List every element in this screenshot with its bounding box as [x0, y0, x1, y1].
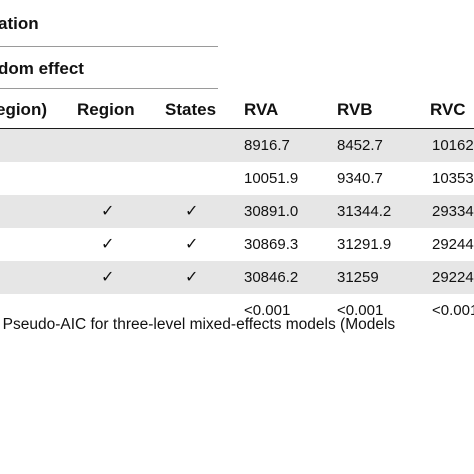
- col-header-states: States: [165, 100, 217, 119]
- cell-rvc: 29244: [432, 236, 474, 253]
- cell-rvc: 10162: [432, 137, 474, 154]
- cell-rva: 30869.3: [244, 236, 299, 253]
- subgroup-title: dom effect: [0, 59, 84, 78]
- cell-rvb: <0.001: [337, 302, 384, 319]
- checkmark-icon: ✓: [185, 269, 199, 286]
- cell-rvb: 31344.2: [337, 203, 392, 220]
- checkmark-icon: ✓: [101, 236, 115, 253]
- cell-rva: 30891.0: [244, 203, 299, 220]
- cell-rvb: 8452.7: [337, 137, 383, 154]
- col-header-rvb: RVB: [337, 100, 373, 119]
- cell-rvc: 10353: [432, 170, 474, 187]
- checkmark-icon: ✓: [101, 203, 115, 220]
- cell-rvc: 29224: [432, 269, 474, 286]
- group-title-rule: [0, 46, 218, 47]
- checkmark-icon: ✓: [101, 269, 115, 286]
- cell-rva: 30846.2: [244, 269, 299, 286]
- cell-rva: 10051.9: [244, 170, 299, 187]
- cell-rvc: 29334: [432, 203, 474, 220]
- cell-rvb: 9340.7: [337, 170, 383, 187]
- group-title: ation: [0, 14, 39, 33]
- subgroup-title-rule: [0, 88, 218, 89]
- col-header-region-paren: egion): [0, 100, 47, 119]
- cell-rva: 8916.7: [244, 137, 290, 154]
- header-rule: [0, 128, 474, 129]
- row-band-3: [0, 195, 474, 228]
- col-header-rva: RVA: [244, 100, 279, 119]
- cell-rva: <0.001: [244, 302, 291, 319]
- row-band-5: [0, 261, 474, 294]
- col-header-region: Region: [77, 100, 135, 119]
- caption-text: Pseudo-AIC for three-level mixed-effects…: [2, 316, 396, 333]
- table-caption: l Pseudo-AIC for three-level mixed-effec…: [0, 316, 396, 334]
- row-band-1: [0, 129, 474, 162]
- col-header-rvc: RVC: [430, 100, 466, 119]
- cell-rvb: 31259: [337, 269, 379, 286]
- cell-rvb: 31291.9: [337, 236, 392, 253]
- checkmark-icon: ✓: [185, 236, 199, 253]
- cell-rvc: <0.001: [432, 302, 474, 319]
- checkmark-icon: ✓: [185, 203, 199, 220]
